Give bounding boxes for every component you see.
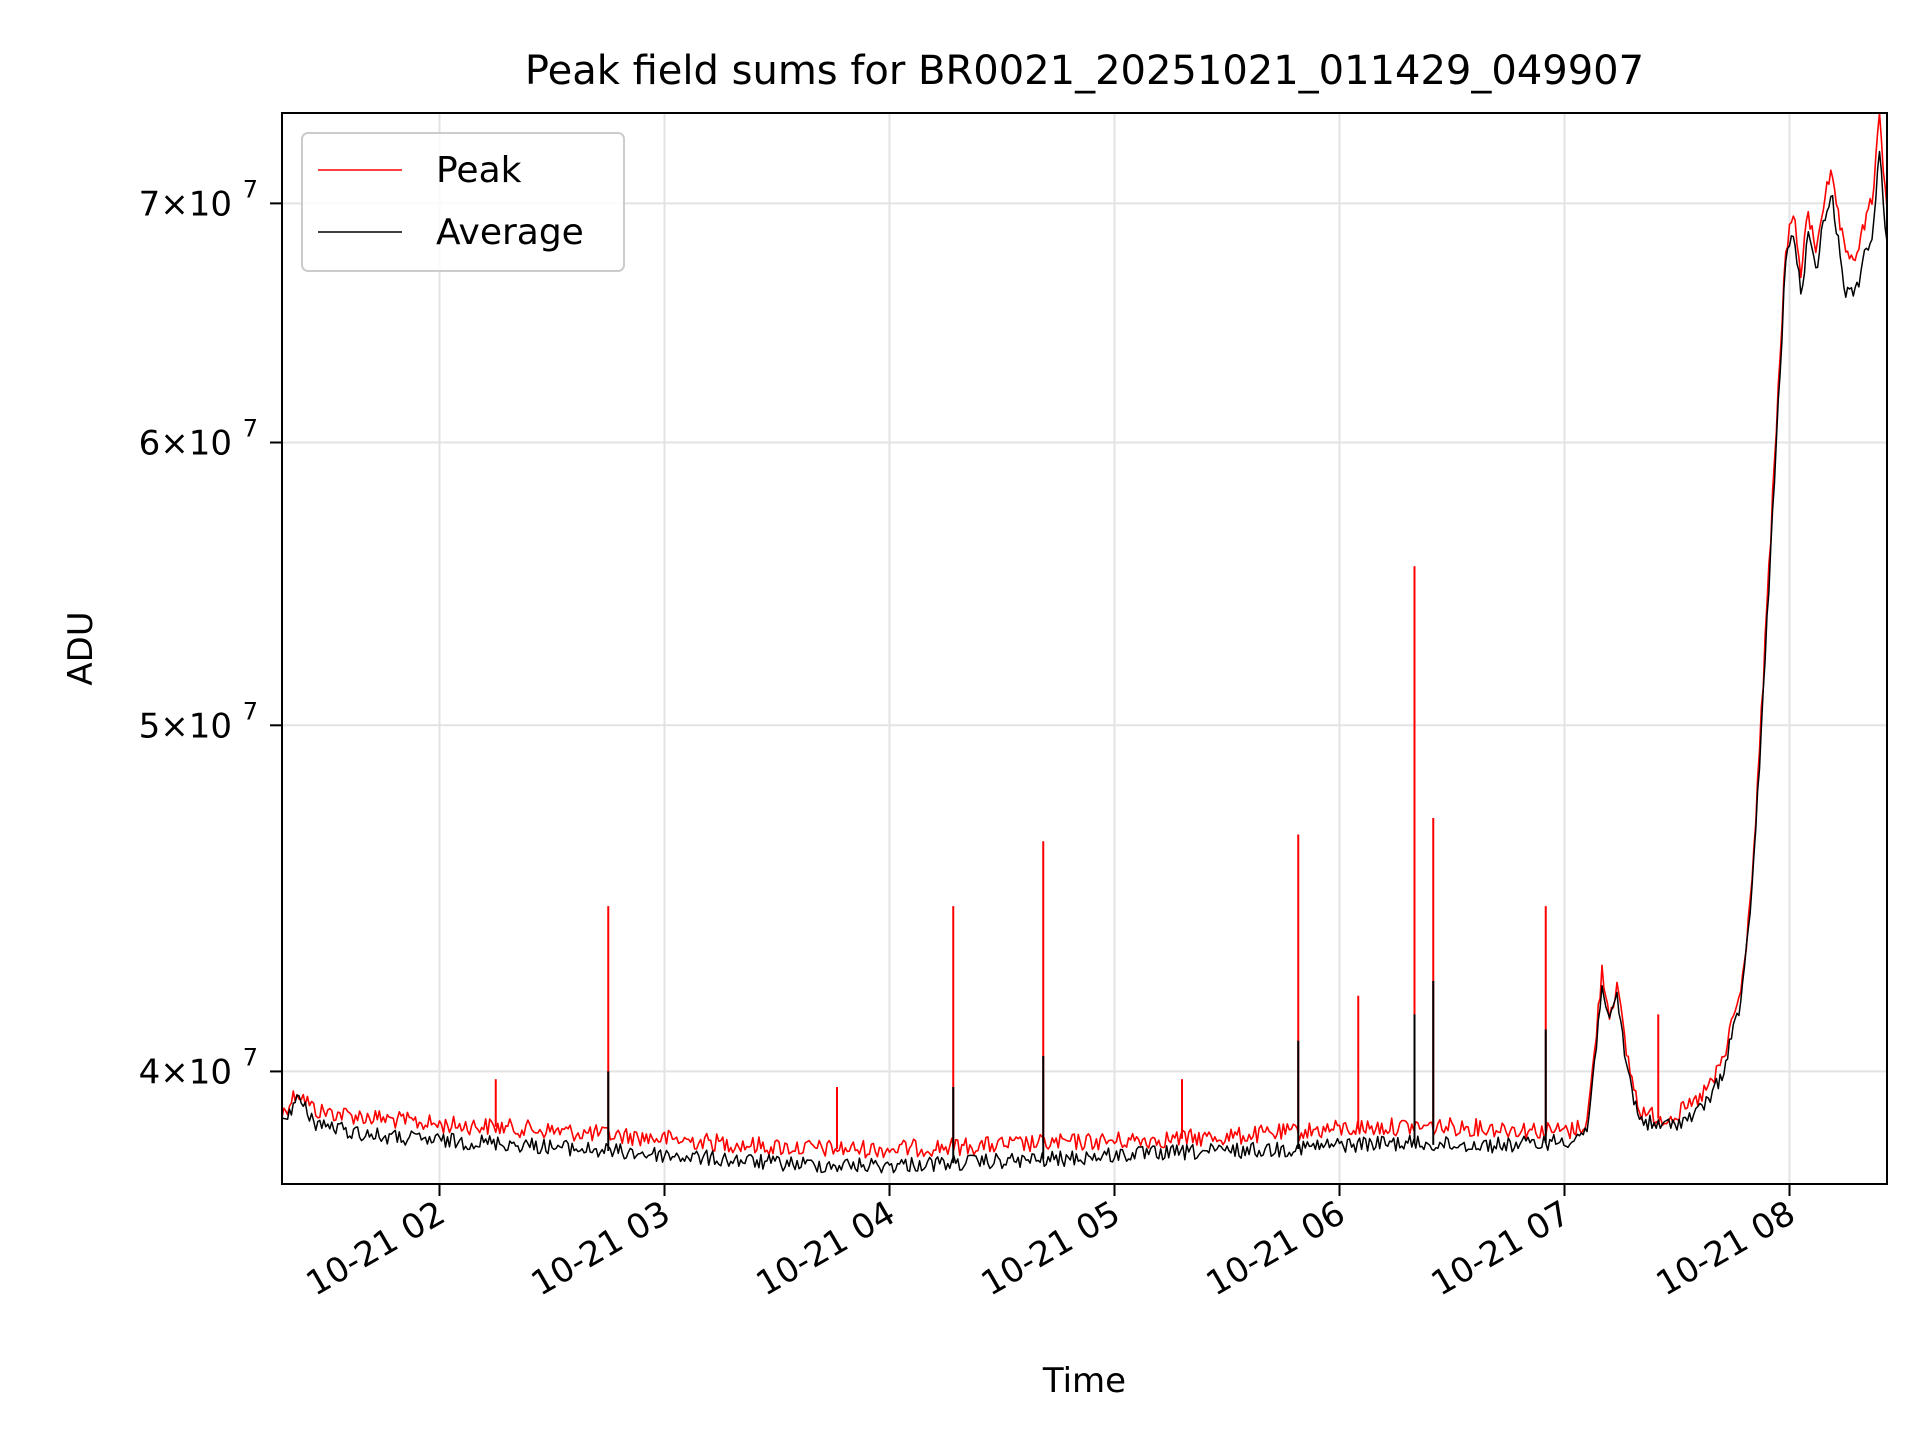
chart-title: Peak field sums for BR0021_20251021_0114… [525,48,1644,94]
y-tick-exponent: 7 [243,697,258,725]
x-axis-label: Time [1042,1361,1126,1401]
series-line-peak [282,113,1887,1159]
y-tick-exponent: 7 [243,175,258,203]
legend: Peak Average [301,132,625,272]
y-axis-label: ADU [61,611,101,685]
y-tick-exponent: 7 [243,1043,258,1071]
y-tick-label: 7×10 [139,184,232,224]
y-tick-label: 5×10 [139,706,232,746]
legend-box [301,132,625,272]
legend-label-peak: Peak [436,150,522,191]
series-layer [282,113,1887,1174]
series-line-average [282,150,1887,1174]
y-tick-label: 6×10 [139,423,232,463]
plot-data [282,113,1887,1174]
y-tick-exponent: 7 [243,414,258,442]
y-tick-label: 4×10 [139,1052,232,1092]
plot-frame [281,112,1888,1185]
legend-label-average: Average [436,212,584,253]
